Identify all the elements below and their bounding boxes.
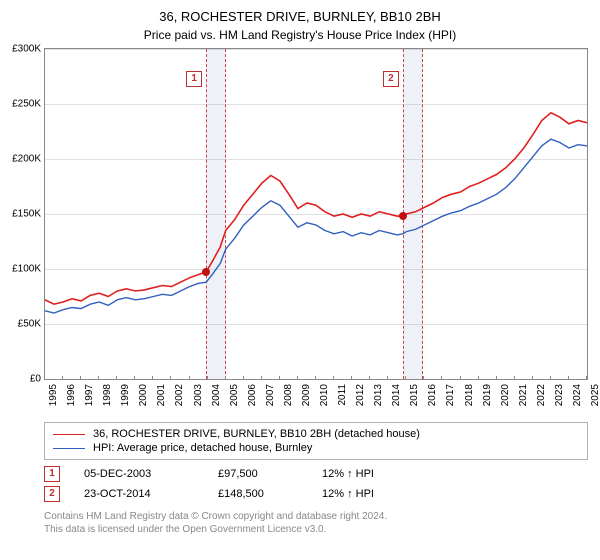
legend-swatch [53, 434, 85, 435]
x-axis-label: 1997 [84, 384, 95, 406]
x-axis-label: 1996 [66, 384, 77, 406]
chart-container: 36, ROCHESTER DRIVE, BURNLEY, BB10 2BH P… [0, 0, 600, 560]
x-axis-label: 2024 [572, 384, 583, 406]
sale-relative-hpi: 12% ↑ HPI [322, 468, 422, 480]
sale-row: 1 05-DEC-2003 £97,500 12% ↑ HPI [44, 464, 588, 484]
x-axis-label: 2001 [156, 384, 167, 406]
x-axis-ticks: 1995 1996 1997 1998 1999 2000 2001 2002 2003 2004… [44, 380, 588, 416]
sale-price: £148,500 [218, 488, 298, 500]
footer-line: Contains HM Land Registry data © Crown c… [44, 510, 588, 523]
sale-date: 05-DEC-2003 [84, 468, 194, 480]
x-axis-label: 1998 [102, 384, 113, 406]
chart-plot-area: £0£50K£100K£150K£200K£250K£300K12 [44, 48, 588, 380]
x-axis-label: 2020 [500, 384, 511, 406]
x-axis-label: 1995 [48, 384, 59, 406]
legend-item: HPI: Average price, detached house, Burn… [53, 441, 579, 455]
sales-table: 1 05-DEC-2003 £97,500 12% ↑ HPI 2 23-OCT… [44, 464, 588, 504]
x-axis-label: 2016 [427, 384, 438, 406]
x-axis-label: 2002 [174, 384, 185, 406]
sale-badge: 1 [44, 466, 60, 482]
sale-date: 23-OCT-2014 [84, 488, 194, 500]
x-axis-label: 2008 [283, 384, 294, 406]
y-axis-label: £50K [18, 319, 41, 330]
sale-price: £97,500 [218, 468, 298, 480]
x-axis-label: 2022 [536, 384, 547, 406]
chart-legend: 36, ROCHESTER DRIVE, BURNLEY, BB10 2BH (… [44, 422, 588, 460]
x-axis-label: 2025 [590, 384, 600, 406]
x-axis-label: 2023 [554, 384, 565, 406]
y-axis-label: £200K [12, 154, 41, 165]
x-axis-label: 2005 [229, 384, 240, 406]
sale-row: 2 23-OCT-2014 £148,500 12% ↑ HPI [44, 484, 588, 504]
x-axis-label: 2013 [373, 384, 384, 406]
x-axis-label: 2012 [355, 384, 366, 406]
series-line-property [45, 113, 587, 304]
sale-marker [399, 212, 407, 220]
chart-title: 36, ROCHESTER DRIVE, BURNLEY, BB10 2BH [0, 0, 600, 26]
sale-badge: 2 [44, 486, 60, 502]
x-axis-label: 2019 [482, 384, 493, 406]
x-axis-label: 2015 [409, 384, 420, 406]
x-axis-label: 2009 [301, 384, 312, 406]
legend-label: 36, ROCHESTER DRIVE, BURNLEY, BB10 2BH (… [93, 428, 420, 440]
y-axis-label: £0 [30, 374, 41, 385]
legend-label: HPI: Average price, detached house, Burn… [93, 442, 312, 454]
x-axis-label: 2014 [391, 384, 402, 406]
x-axis-label: 2003 [193, 384, 204, 406]
x-axis-label: 2006 [247, 384, 258, 406]
x-axis-label: 2018 [464, 384, 475, 406]
x-axis-label: 2004 [211, 384, 222, 406]
chart-subtitle: Price paid vs. HM Land Registry's House … [0, 26, 600, 48]
legend-swatch [53, 448, 85, 449]
sale-marker [202, 268, 210, 276]
sale-relative-hpi: 12% ↑ HPI [322, 488, 422, 500]
y-axis-label: £250K [12, 99, 41, 110]
y-axis-label: £300K [12, 44, 41, 55]
footer-attribution: Contains HM Land Registry data © Crown c… [44, 510, 588, 536]
footer-line: This data is licensed under the Open Gov… [44, 523, 588, 536]
x-axis-label: 2011 [337, 384, 348, 406]
x-axis-label: 2000 [138, 384, 149, 406]
x-axis-label: 2007 [265, 384, 276, 406]
series-line-hpi [45, 139, 587, 313]
x-axis-label: 2021 [518, 384, 529, 406]
x-axis-label: 2017 [445, 384, 456, 406]
x-axis-label: 1999 [120, 384, 131, 406]
y-axis-label: £100K [12, 264, 41, 275]
y-axis-label: £150K [12, 209, 41, 220]
legend-item: 36, ROCHESTER DRIVE, BURNLEY, BB10 2BH (… [53, 427, 579, 441]
x-axis-label: 2010 [319, 384, 330, 406]
